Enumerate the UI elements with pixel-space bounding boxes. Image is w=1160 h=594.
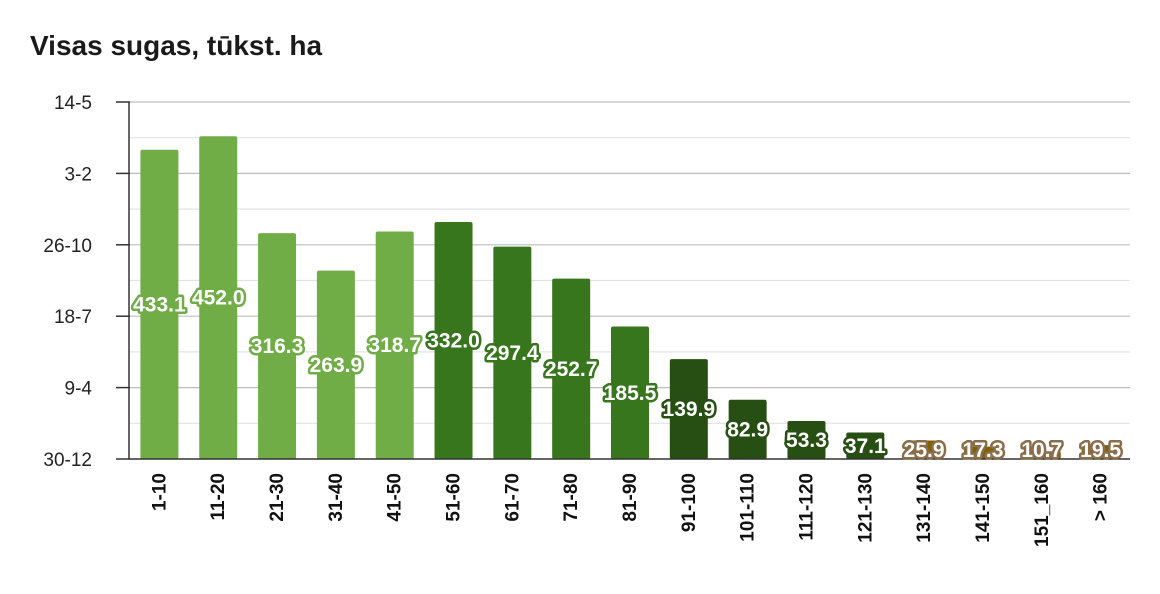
bar [258,233,297,459]
bar [316,270,355,459]
bar [846,432,885,459]
bar [1081,445,1120,459]
data-label: 252.7 [545,358,598,381]
x-tick-label: 1-10 [149,473,170,511]
x-tick-label: 21-30 [267,473,288,522]
data-label: 37.1 [845,435,886,458]
x-tick-label: 41-50 [385,473,406,522]
data-label: 332.0 [427,329,480,352]
bar [611,326,649,459]
bar [669,359,708,459]
bar [140,149,179,459]
x-tick-label: 131-140 [914,473,935,543]
data-label: 318.7 [368,334,421,357]
bars [140,136,1120,459]
bar [905,440,944,459]
x-tick-label: 101-110 [738,473,759,542]
bar [199,136,238,459]
data-label: 82.9 [727,418,768,441]
y-tick-label: 3-2 [65,164,92,185]
bar [493,246,532,459]
x-tick-label: > 160 [1091,473,1112,521]
data-label: 53.3 [786,429,827,452]
y-tick-label: 18-7 [54,307,92,328]
bar [728,399,767,459]
bar [1022,451,1061,459]
data-label: 433.1 [133,293,186,316]
x-tick-label: 51-60 [444,473,465,522]
bar [787,420,826,459]
x-tick-labels: 1-10 11-20 21-30 31-40 41-50 51-60 61-70 71-80 8… [149,473,1111,547]
y-tick-label: 30-12 [43,450,92,471]
y-tick-label: 26-10 [43,236,92,257]
data-label: 316.3 [251,335,304,358]
bar [963,446,1002,459]
data-label: 139.9 [663,398,716,421]
y-tick-label: 14-5 [54,93,92,114]
x-tick-label: 81-90 [620,473,641,522]
data-label: 297.4 [486,342,539,365]
axes [116,101,1130,460]
x-tick-label: 141-150 [973,473,994,543]
chart-title: Visas sugas, tūkst. ha [30,30,323,61]
y-tick-label: 9-4 [65,379,93,400]
bar [375,231,414,459]
x-tick-label: 11-20 [208,473,229,521]
data-label: 25.9 [904,439,945,462]
x-tick-label: 151_160 [1032,473,1053,547]
bar [552,278,591,459]
data-label: 19.5 [1080,439,1121,462]
data-label: 185.5 [604,382,657,405]
x-tick-label: 111-120 [796,473,817,541]
x-tick-label: 61-70 [502,473,523,522]
data-label: 10.7 [1021,439,1062,462]
data-label: 17.3 [963,439,1004,462]
data-label: 452.0 [192,287,245,310]
y-tick-labels: 30-12 9-4 18-7 26-10 3-2 14-5 [43,93,92,471]
data-label: 263.9 [310,354,363,377]
x-tick-label: 31-40 [326,473,347,522]
x-tick-label: 91-100 [679,473,700,532]
x-tick-label: 121-130 [855,473,876,543]
x-tick-label: 71-80 [561,473,582,522]
bar [434,221,473,459]
